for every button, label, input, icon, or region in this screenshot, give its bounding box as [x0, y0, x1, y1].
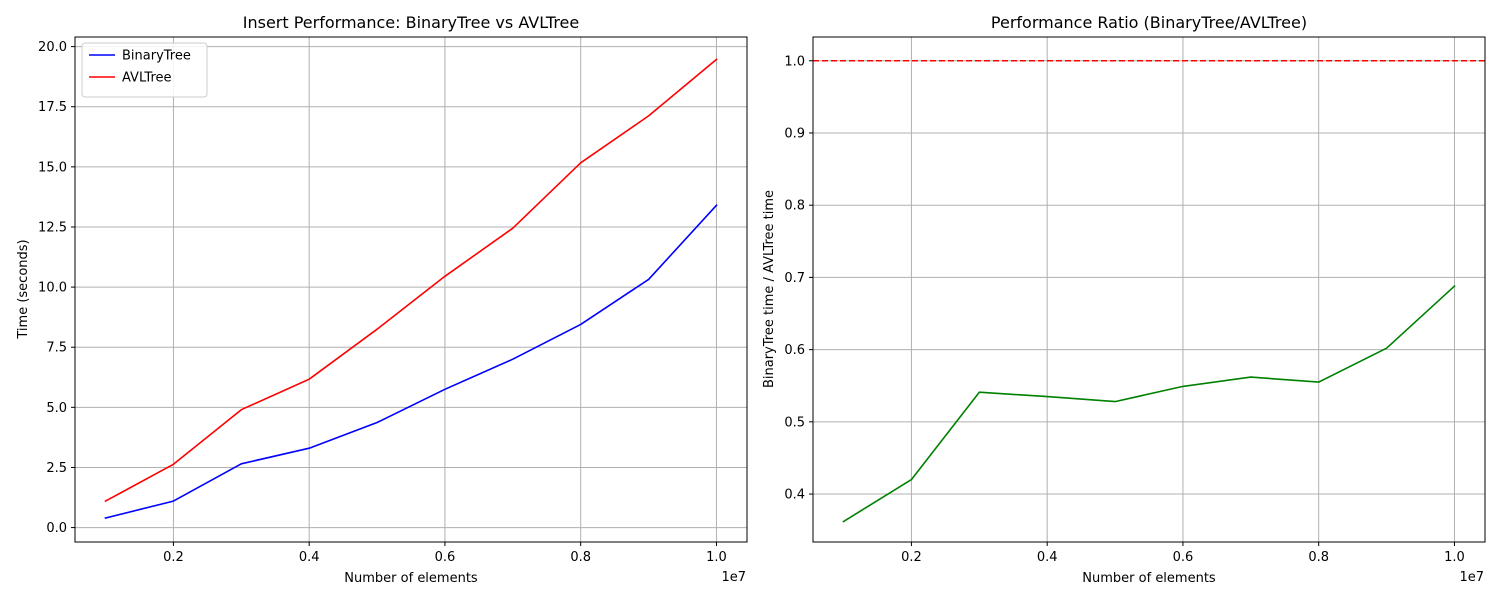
legend-label: AVLTree — [122, 71, 172, 86]
x-tick-label: 0.6 — [435, 550, 456, 565]
y-tick-label: 10.0 — [38, 281, 67, 296]
y-tick-label: 7.5 — [46, 341, 67, 356]
x-axis-label: Number of elements — [1082, 571, 1216, 586]
x-tick-label: 1.0 — [706, 550, 727, 565]
x-tick-label: 0.6 — [1173, 550, 1194, 565]
y-tick-label: 0.4 — [784, 488, 805, 503]
x-tick-label: 0.2 — [163, 550, 184, 565]
y-tick-label: 5.0 — [46, 401, 67, 416]
y-tick-label: 0.5 — [784, 415, 805, 430]
x-tick-label: 0.8 — [1308, 550, 1329, 565]
grid — [813, 37, 1485, 542]
y-tick-label: 0.0 — [46, 521, 67, 536]
y-tick-label: 12.5 — [38, 220, 67, 235]
grid — [75, 37, 747, 542]
y-tick-label: 17.5 — [38, 100, 67, 115]
y-tick-label: 1.0 — [784, 54, 805, 69]
legend-label: BinaryTree — [122, 49, 191, 64]
insert-performance-chart: Insert Performance: BinaryTree vs AVLTre… — [16, 13, 748, 586]
x-axis-offset-label: 1e7 — [1459, 570, 1484, 585]
y-tick-label: 20.0 — [38, 40, 67, 55]
legend: BinaryTree AVLTree — [81, 42, 208, 98]
x-tick-label: 0.2 — [901, 550, 922, 565]
performance-ratio-chart: Performance Ratio (BinaryTree/AVLTree) N… — [762, 13, 1486, 586]
series-line-binarytree — [104, 204, 718, 519]
y-tick-label: 2.5 — [46, 461, 67, 476]
x-tick-label: 0.4 — [299, 550, 320, 565]
x-tick-label: 0.8 — [570, 550, 591, 565]
axes-frame — [74, 36, 748, 543]
x-axis-offset-label: 1e7 — [721, 570, 746, 585]
x-tick-label: 0.4 — [1037, 550, 1058, 565]
y-tick-label: 0.9 — [784, 126, 805, 141]
y-tick-label: 0.6 — [784, 343, 805, 358]
chart-title: Performance Ratio (BinaryTree/AVLTree) — [991, 13, 1307, 32]
chart-title: Insert Performance: BinaryTree vs AVLTre… — [243, 13, 579, 32]
y-tick-label: 0.8 — [784, 199, 805, 214]
y-tick-label: 0.7 — [784, 271, 805, 286]
series-line-avltree — [104, 58, 718, 503]
x-axis-label: Number of elements — [344, 571, 478, 586]
axes-frame — [812, 36, 1486, 543]
legend-box — [81, 42, 208, 98]
y-axis-label: BinaryTree time / AVLTree time — [762, 190, 777, 388]
y-tick-label: 15.0 — [38, 160, 67, 175]
x-tick-label: 1.0 — [1444, 550, 1465, 565]
y-axis-label: Time (seconds) — [16, 239, 31, 339]
series-line-ratio — [842, 284, 1456, 523]
